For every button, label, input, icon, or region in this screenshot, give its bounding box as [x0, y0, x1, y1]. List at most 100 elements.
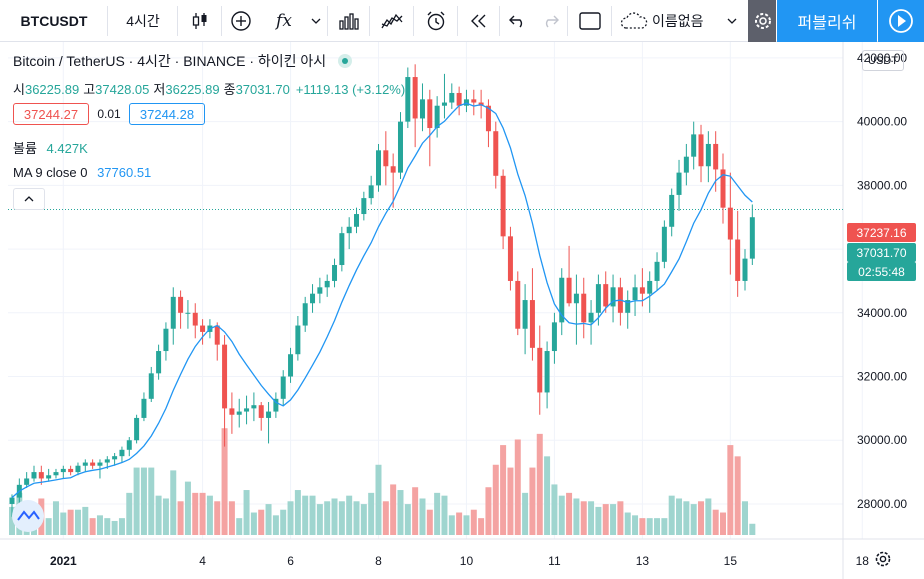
chevron-down-icon — [311, 18, 321, 24]
candle-body — [691, 134, 697, 157]
volume-legend[interactable]: 볼륨 4.427K — [13, 138, 88, 157]
candle-body — [200, 325, 206, 332]
candle-body — [53, 472, 59, 476]
publish-button[interactable]: 퍼블리쉬 — [777, 0, 877, 42]
price-chart[interactable]: 28000.0030000.0032000.0034000.0036000.00… — [0, 42, 924, 579]
candle-body — [566, 277, 572, 304]
candle-body — [141, 398, 147, 418]
candle-body — [9, 497, 15, 504]
candle-body — [280, 376, 286, 399]
volume-bar — [162, 498, 169, 535]
candle-body — [537, 347, 543, 393]
spread-value: 0.01 — [93, 103, 125, 125]
play-icon — [889, 9, 913, 33]
fx-icon: fx — [276, 11, 292, 31]
candle-body — [273, 398, 279, 412]
volume-bar — [214, 501, 221, 535]
compare-icon — [381, 13, 403, 29]
volume-bar — [324, 501, 331, 535]
candle-body — [705, 143, 711, 167]
candle-body — [493, 131, 499, 176]
ohlc-key: 고 — [83, 82, 96, 97]
volume-bar — [397, 490, 404, 535]
ma-line — [11, 102, 753, 499]
candle-body — [346, 226, 352, 234]
candle-body — [31, 472, 37, 479]
price-tick-label: 38000.00 — [857, 178, 907, 192]
ma-legend[interactable]: MA 9 close 0 37760.51 — [13, 165, 151, 180]
candle-body — [419, 99, 425, 119]
alert-icon — [427, 11, 445, 31]
volume-bar — [698, 501, 705, 535]
volume-bar — [617, 501, 624, 535]
candle-body — [258, 405, 264, 418]
candle-body — [595, 284, 601, 313]
volume-bar — [111, 520, 118, 535]
volume-bar — [536, 433, 543, 535]
candle-body — [669, 194, 675, 227]
symbol-legend: Bitcoin / TetherUS · 4시간 · BINANCE · 하이킨… — [13, 51, 353, 71]
candle-body — [383, 150, 389, 167]
collapse-legend-button[interactable] — [13, 188, 45, 210]
volume-bar — [184, 481, 191, 535]
play-button[interactable] — [878, 0, 924, 42]
price-tick-label: 32000.00 — [857, 370, 907, 384]
add-indicator-button[interactable] — [222, 0, 260, 42]
financials-button[interactable] — [328, 0, 370, 42]
volume-bar — [734, 456, 741, 535]
candle-body — [251, 405, 257, 409]
candle-body — [288, 354, 294, 377]
crosshair-price: 37237.16 — [856, 225, 907, 240]
candle-body — [295, 325, 301, 355]
top-toolbar: BTCUSDT 4시간 fx — [0, 0, 924, 42]
ask-price: 37244.28 — [139, 106, 195, 122]
candle-body — [698, 134, 704, 167]
gear-icon[interactable] — [870, 546, 896, 572]
replay-button[interactable] — [458, 0, 500, 42]
price-tick-label: 30000.00 — [857, 433, 907, 447]
volume-bar — [82, 506, 89, 535]
volume-bar — [331, 498, 338, 535]
layout-name-button[interactable]: 이름없음 — [614, 0, 734, 42]
undo-button[interactable] — [500, 0, 534, 42]
buy-price-box[interactable]: 37244.28 — [129, 103, 205, 125]
candle-body — [735, 239, 741, 281]
settings-button[interactable] — [748, 0, 776, 42]
candle-body — [222, 344, 228, 409]
volume-bar — [177, 501, 184, 535]
ohlc-key: 종 — [223, 82, 236, 97]
interval-button[interactable]: 4시간 — [108, 0, 178, 42]
candle-body — [507, 236, 513, 281]
volume-bar — [654, 518, 661, 535]
sell-price-box[interactable]: 37244.27 — [13, 103, 89, 125]
volume-bar — [419, 498, 426, 535]
time-tick-label: 18 — [856, 554, 870, 568]
layout-dropdown[interactable] — [722, 0, 742, 42]
volume-bar — [690, 504, 697, 535]
candle-body — [654, 261, 660, 281]
candle-body — [332, 265, 338, 281]
candle-body — [559, 277, 565, 323]
volume-bar — [463, 515, 470, 535]
candle-body — [112, 456, 118, 460]
fullscreen-button[interactable] — [568, 0, 612, 42]
volume-bar — [566, 492, 573, 535]
indicators-button[interactable]: fx — [264, 0, 304, 42]
currency-button[interactable]: USDT — [862, 50, 904, 71]
templates-dropdown[interactable] — [304, 0, 328, 42]
alert-button[interactable] — [414, 0, 458, 42]
redo-button[interactable] — [534, 0, 568, 42]
currency-label: USDT — [868, 54, 898, 67]
candle-body — [647, 280, 653, 294]
candle-body — [24, 478, 30, 485]
volume-bar — [206, 495, 213, 535]
compare-button[interactable] — [370, 0, 414, 42]
candle-body — [46, 475, 52, 479]
candle-style-icon — [192, 13, 207, 29]
volume-bar — [9, 506, 15, 535]
chart-style-button[interactable] — [178, 0, 222, 42]
candle-body — [97, 462, 103, 466]
candle-body — [522, 300, 528, 329]
volume-bar — [404, 504, 411, 535]
symbol-search-button[interactable]: BTCUSDT — [0, 0, 108, 42]
